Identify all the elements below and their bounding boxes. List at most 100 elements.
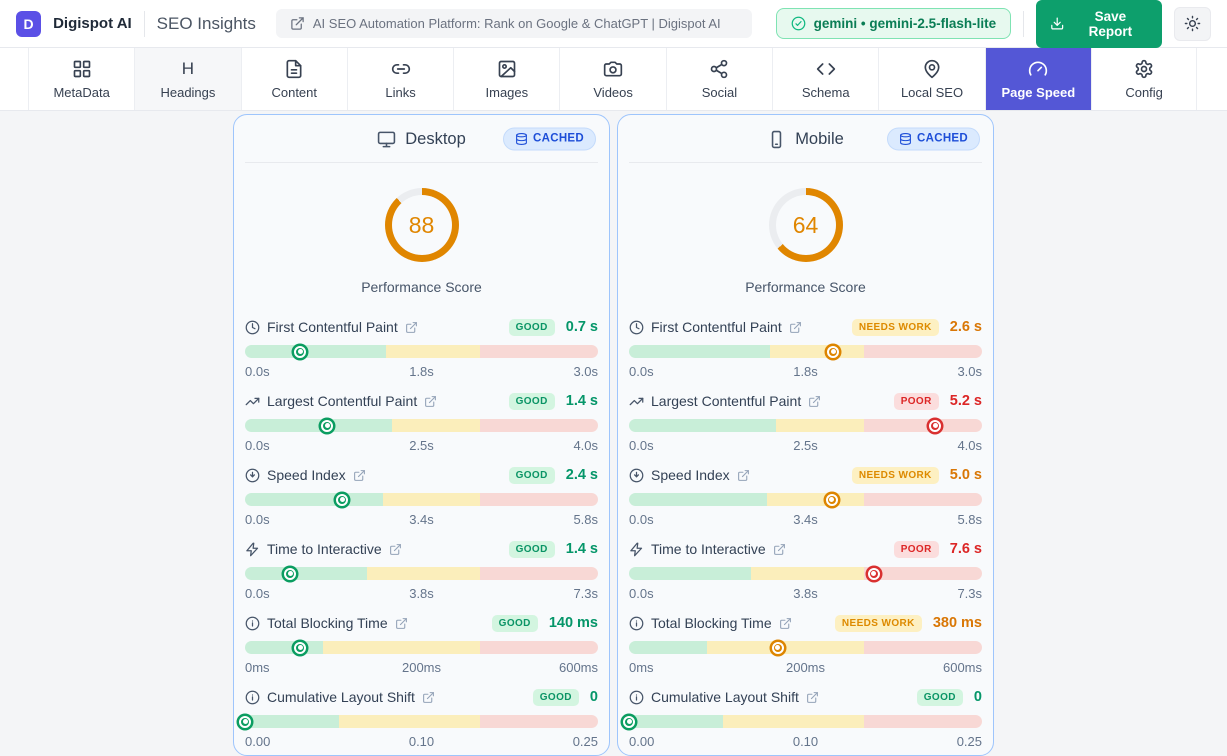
- external-link-icon[interactable]: [389, 543, 402, 556]
- metrics-list: First Contentful Paint GOOD 0.7 s 0.0s 1…: [239, 316, 599, 751]
- metric-label: Speed Index: [651, 467, 730, 483]
- status-badge: POOR: [893, 540, 939, 558]
- monitor-icon: [377, 130, 396, 149]
- metric-value: 1.4 s: [565, 393, 598, 409]
- external-link-icon[interactable]: [405, 321, 418, 334]
- metric-row: Cumulative Layout Shift GOOD 0 0.00 0.10…: [239, 686, 599, 751]
- link-icon: [391, 59, 411, 79]
- sun-icon: [1184, 15, 1201, 32]
- gauge-poor-zone: [864, 715, 982, 728]
- desktop-score-card: Desktop CACHED 88 Performance Score Firs…: [233, 114, 610, 756]
- external-link-icon[interactable]: [808, 395, 821, 408]
- gauge-scale: 0ms 200ms 600ms: [245, 659, 599, 675]
- gauge-poor-zone: [480, 345, 598, 358]
- external-link-icon[interactable]: [422, 691, 435, 704]
- gauge-scale: 0.00 0.10 0.25: [629, 733, 983, 749]
- metrics-list: First Contentful Paint NEEDS WORK 2.6 s …: [623, 316, 983, 751]
- gauge-warn-zone: [707, 641, 865, 654]
- status-badge: GOOD: [491, 614, 538, 632]
- metric-row: Total Blocking Time NEEDS WORK 380 ms 0m…: [629, 612, 982, 677]
- status-badge: NEEDS WORK: [834, 614, 922, 632]
- gauge-good-zone: [245, 419, 393, 432]
- info-icon: [629, 690, 644, 705]
- gauge-marker: [771, 641, 784, 654]
- metric-gauge-bar: [245, 493, 598, 506]
- external-link-icon[interactable]: [806, 691, 819, 704]
- tab-page-speed[interactable]: Page Speed: [984, 48, 1091, 110]
- status-badge: GOOD: [508, 392, 555, 410]
- score-ring: 64: [768, 188, 843, 262]
- metric-gauge-bar: [245, 419, 598, 432]
- metric-row: Speed Index NEEDS WORK 5.0 s 0.0s 3.4s 5…: [629, 464, 982, 529]
- card-header: Mobile CACHED: [629, 115, 982, 163]
- gauge-scale: 0.0s 3.4s 5.8s: [245, 511, 599, 527]
- tab-headings[interactable]: H Headings: [134, 48, 241, 110]
- gauge-scale: 0.0s 1.8s 3.0s: [245, 363, 599, 379]
- tab-config[interactable]: Config: [1090, 48, 1198, 110]
- gauge-poor-zone: [480, 715, 598, 728]
- tab-metadata[interactable]: MetaData: [28, 48, 134, 110]
- tab-links[interactable]: Links: [346, 48, 453, 110]
- gauge-good-zone: [245, 641, 324, 654]
- external-link-icon[interactable]: [737, 469, 750, 482]
- gauge-marker: [929, 419, 942, 432]
- metric-gauge-bar: [245, 641, 598, 654]
- gauge-scale: 0.0s 3.4s 5.8s: [629, 511, 983, 527]
- external-link-icon[interactable]: [789, 321, 802, 334]
- metric-value: 2.4 s: [565, 467, 598, 483]
- gauge-good-zone: [629, 419, 777, 432]
- gauge-warn-zone: [767, 493, 865, 506]
- metric-label: First Contentful Paint: [267, 319, 398, 335]
- external-link-icon[interactable]: [773, 543, 786, 556]
- tab-schema[interactable]: Schema: [772, 48, 878, 110]
- external-link-icon[interactable]: [779, 617, 792, 630]
- external-link-icon[interactable]: [353, 469, 366, 482]
- score-label: Performance Score: [745, 279, 866, 295]
- page-title: SEO Insights: [156, 13, 256, 33]
- zap-icon: [245, 542, 260, 557]
- top-header: D Digispot AI SEO Insights AI SEO Automa…: [0, 0, 1227, 48]
- external-link-icon[interactable]: [395, 617, 408, 630]
- external-link-icon[interactable]: [424, 395, 437, 408]
- score-label: Performance Score: [361, 279, 482, 295]
- code-icon: [816, 59, 836, 79]
- gauge-marker: [867, 567, 880, 580]
- gauge-circle-icon: [245, 468, 260, 483]
- header-divider: [143, 10, 145, 37]
- tab-videos[interactable]: Videos: [559, 48, 665, 110]
- tab-social[interactable]: Social: [665, 48, 772, 110]
- metric-gauge-bar: [629, 567, 982, 580]
- map-pin-icon: [922, 59, 942, 79]
- metric-label: First Contentful Paint: [651, 319, 782, 335]
- heading-icon: H: [181, 58, 195, 78]
- trending-up-icon: [245, 394, 260, 409]
- gauge-marker: [239, 715, 251, 728]
- tab-content[interactable]: Content: [240, 48, 347, 110]
- theme-toggle-button[interactable]: [1174, 6, 1212, 41]
- metric-gauge-bar: [629, 345, 982, 358]
- metric-label: Largest Contentful Paint: [267, 393, 418, 409]
- save-report-button[interactable]: Save Report: [1036, 0, 1163, 48]
- cached-badge: CACHED: [887, 127, 980, 150]
- status-badge: GOOD: [508, 540, 555, 558]
- tab-local-seo[interactable]: Local SEO: [878, 48, 984, 110]
- metric-value: 0: [973, 689, 982, 705]
- metric-gauge-bar: [629, 493, 982, 506]
- metric-row: Largest Contentful Paint GOOD 1.4 s 0.0s…: [245, 390, 598, 455]
- metric-label: Total Blocking Time: [651, 615, 772, 631]
- gauge-warn-zone: [723, 715, 865, 728]
- metric-gauge-bar: [623, 715, 982, 728]
- metric-gauge-bar: [245, 567, 598, 580]
- gauge-poor-zone: [864, 641, 982, 654]
- tab-images[interactable]: Images: [453, 48, 559, 110]
- mobile-score-card: Mobile CACHED 64 Performance Score First…: [617, 114, 994, 756]
- metric-label: Cumulative Layout Shift: [267, 689, 415, 705]
- performance-score-block: 88 Performance Score: [245, 163, 598, 316]
- gauge-good-zone: [245, 567, 368, 580]
- gauge-scale: 0.00 0.10 0.25: [245, 733, 599, 749]
- share-icon: [709, 59, 729, 79]
- score-value: 88: [408, 211, 435, 238]
- status-badge: POOR: [893, 392, 939, 410]
- gauge-warn-zone: [367, 567, 481, 580]
- analyzed-url-link[interactable]: AI SEO Automation Platform: Rank on Goog…: [275, 9, 752, 38]
